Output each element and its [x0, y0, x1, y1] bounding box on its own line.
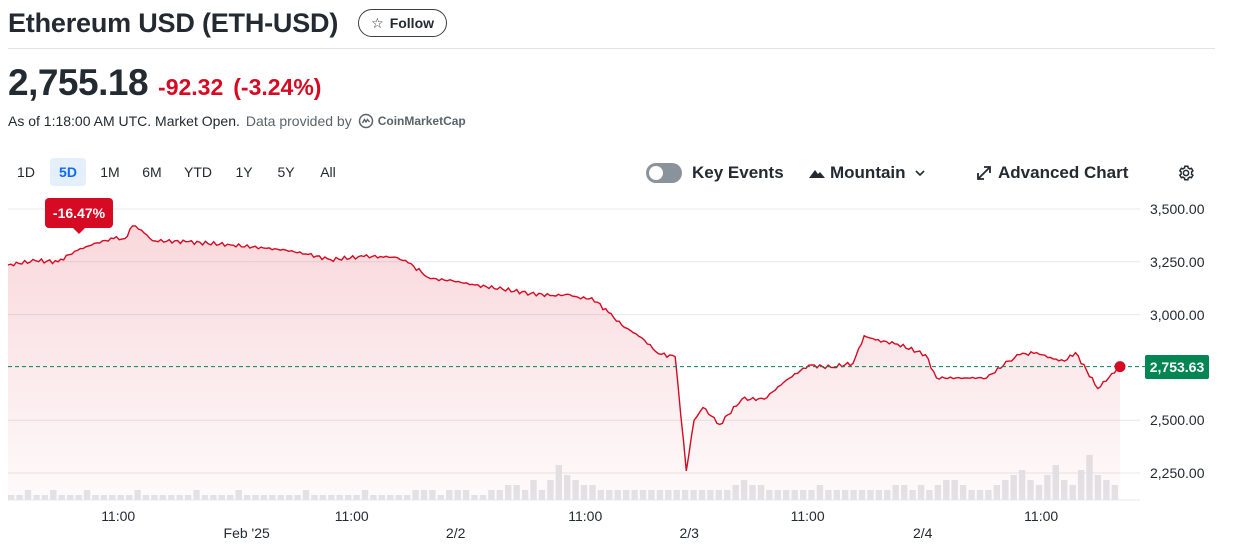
price-line [7, 225, 1121, 472]
current-price: 2,755.18 [8, 62, 149, 103]
price-area-fill [8, 225, 1120, 500]
gear-icon [1178, 165, 1194, 181]
follow-label: Follow [389, 15, 435, 31]
y-tick-label: 2,500.00 [1150, 412, 1205, 429]
chevron-down-icon [914, 170, 925, 177]
range-all[interactable]: All [320, 164, 336, 180]
range-5d[interactable]: 5D [50, 158, 86, 186]
x-tick-label: 2/4 [912, 525, 933, 541]
range-ytd[interactable]: YTD [184, 164, 212, 180]
price-change-percent: (-3.24%) [233, 74, 322, 100]
follow-button[interactable]: ☆ Follow [358, 9, 448, 37]
range-selector: 1D 5D 1M 6M YTD 1Y 5Y All [8, 158, 346, 186]
x-tick-label: 11:00 [1024, 508, 1059, 524]
page-title: Ethereum USD (ETH-USD) [8, 7, 339, 38]
key-events-toggle[interactable]: Key Events [646, 160, 784, 186]
header: Ethereum USD (ETH-USD) ☆ Follow [8, 4, 448, 42]
advanced-chart-label: Advanced Chart [998, 163, 1129, 182]
range-1d[interactable]: 1D [17, 164, 35, 180]
x-tick-label: 11:00 [568, 508, 603, 524]
price-chart[interactable] [0, 195, 1242, 549]
chart-type-label: Mountain [830, 163, 906, 182]
key-events-label: Key Events [692, 163, 784, 182]
y-tick-label: 3,000.00 [1150, 306, 1205, 323]
quote-price-row: 2,755.18 -92.32 (-3.24%) [8, 62, 321, 104]
quote-timestamp: As of 1:18:00 AM UTC. Market Open. Data … [8, 113, 466, 129]
period-change-badge: -16.47% [45, 198, 113, 234]
current-price-dot [1114, 361, 1126, 373]
provider-name: CoinMarketCap [377, 114, 466, 128]
x-tick-label: 11:00 [790, 508, 825, 524]
toggle-switch[interactable] [646, 163, 682, 183]
as-of-text: As of 1:18:00 AM UTC. Market Open. [8, 113, 240, 129]
provider-link[interactable]: CoinMarketCap [358, 113, 466, 129]
advanced-chart-button[interactable]: Advanced Chart [976, 160, 1128, 186]
x-tick-label: Feb '25 [223, 525, 270, 541]
range-1y[interactable]: 1Y [235, 164, 253, 180]
range-6m[interactable]: 6M [142, 164, 162, 180]
range-1m[interactable]: 1M [100, 164, 120, 180]
coinmarketcap-logo-icon [358, 113, 373, 129]
chart-type-dropdown[interactable]: Mountain [808, 160, 926, 186]
y-tick-label: 3,500.00 [1150, 201, 1205, 217]
price-change: -92.32 [158, 74, 224, 100]
x-tick-label: 2/2 [445, 525, 466, 541]
current-price-label: 2,753.63 [1145, 354, 1209, 379]
header-divider [8, 48, 1215, 49]
y-tick-label: 2,250.00 [1150, 465, 1205, 481]
x-tick-label: 11:00 [334, 508, 369, 524]
x-tick-label: 2/3 [679, 525, 699, 541]
star-icon: ☆ [371, 15, 384, 31]
x-tick-label: 11:00 [101, 508, 136, 524]
y-tick-label: 3,250.00 [1150, 253, 1205, 270]
range-5y[interactable]: 5Y [277, 164, 295, 180]
chart-settings-button[interactable] [1177, 160, 1195, 186]
data-provided-by: Data provided by [245, 113, 352, 129]
expand-icon [977, 166, 991, 180]
mountain-icon [809, 170, 825, 178]
